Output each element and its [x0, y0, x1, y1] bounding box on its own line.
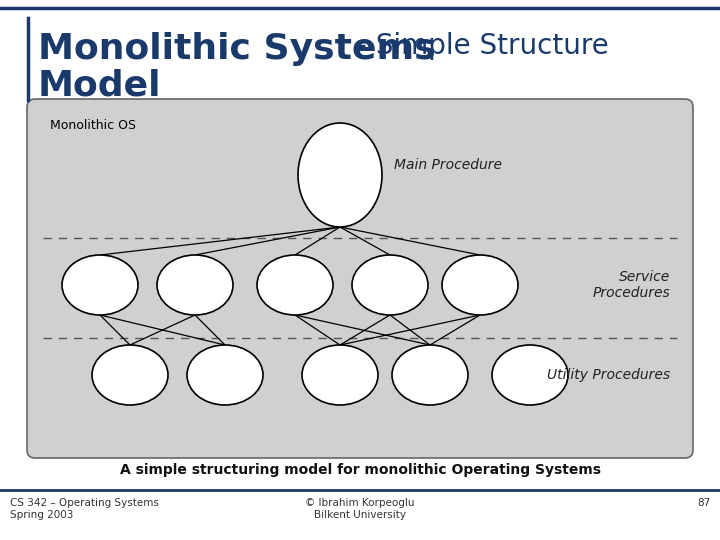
Text: Service
Procedures: Service Procedures	[593, 270, 670, 300]
Ellipse shape	[62, 255, 138, 315]
Ellipse shape	[442, 255, 518, 315]
Text: CS 342 – Operating Systems
Spring 2003: CS 342 – Operating Systems Spring 2003	[10, 498, 159, 519]
Text: © Ibrahim Korpeoglu
Bilkent University: © Ibrahim Korpeoglu Bilkent University	[305, 498, 415, 519]
Ellipse shape	[157, 255, 233, 315]
Ellipse shape	[298, 123, 382, 227]
Ellipse shape	[392, 345, 468, 405]
Text: - Simple Structure: - Simple Structure	[348, 32, 608, 60]
Ellipse shape	[187, 345, 263, 405]
Ellipse shape	[302, 345, 378, 405]
FancyBboxPatch shape	[27, 99, 693, 458]
Ellipse shape	[352, 255, 428, 315]
Text: 87: 87	[697, 498, 710, 508]
Ellipse shape	[92, 345, 168, 405]
Ellipse shape	[257, 255, 333, 315]
Text: Model: Model	[38, 68, 161, 102]
Text: A simple structuring model for monolithic Operating Systems: A simple structuring model for monolithi…	[120, 463, 600, 477]
Text: Monolithic OS: Monolithic OS	[50, 119, 136, 132]
Ellipse shape	[492, 345, 568, 405]
Text: Monolithic Systems: Monolithic Systems	[38, 32, 436, 66]
Text: Main Procedure: Main Procedure	[394, 158, 502, 172]
Text: Utility Procedures: Utility Procedures	[547, 368, 670, 382]
